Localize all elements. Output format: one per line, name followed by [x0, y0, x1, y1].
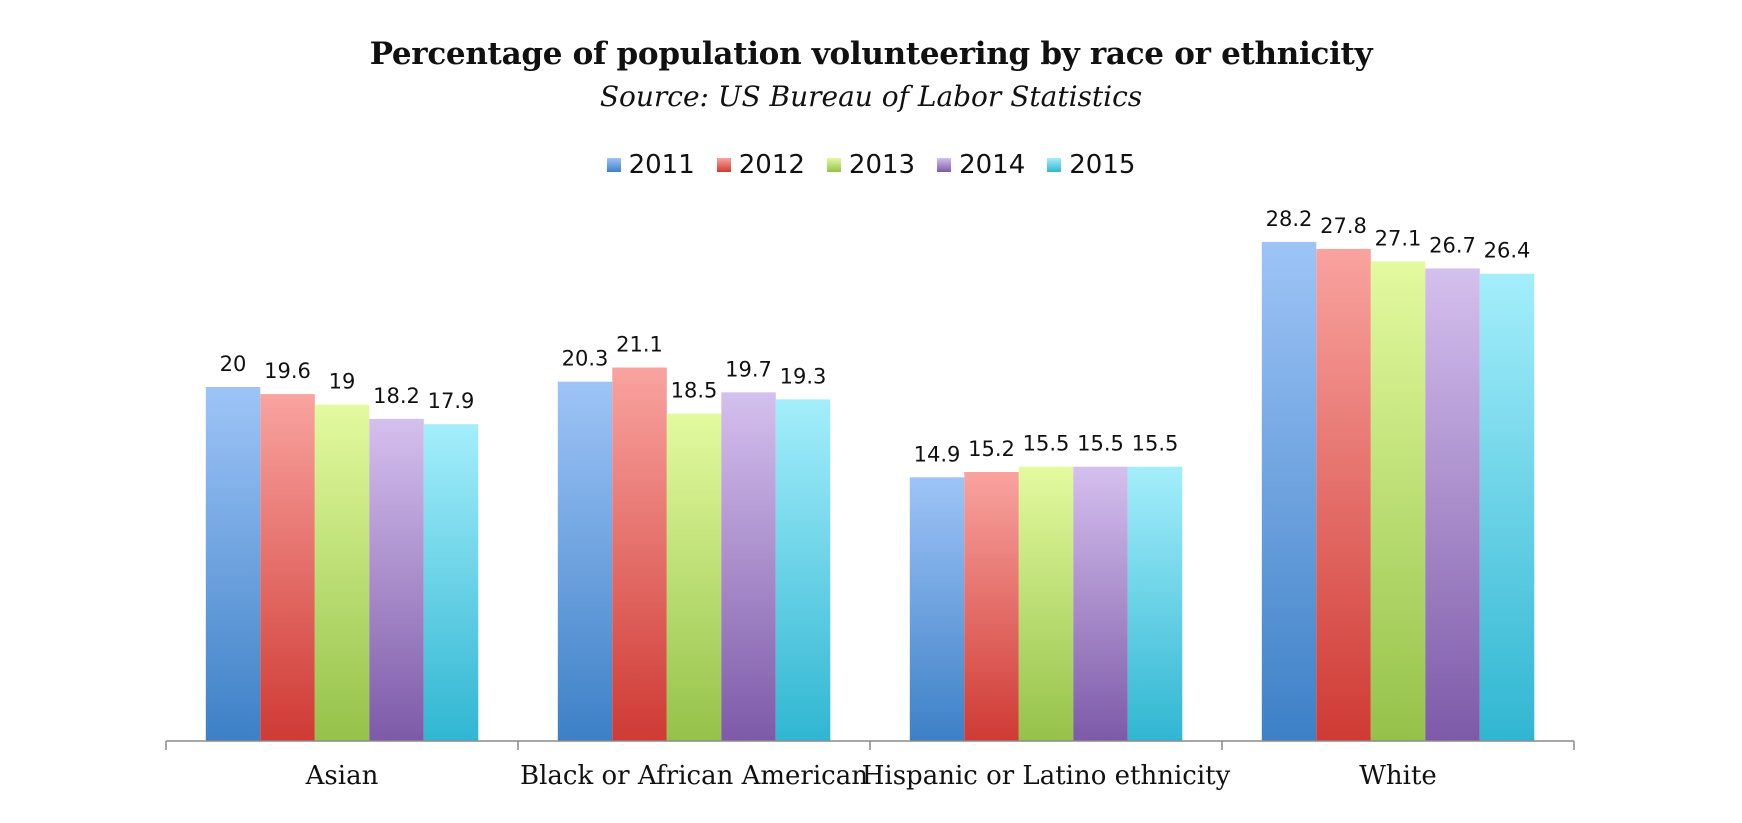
data-label: 20.3 [562, 347, 609, 371]
legend-swatch [937, 158, 952, 172]
data-label: 27.8 [1320, 214, 1367, 238]
legend-swatch [716, 158, 731, 172]
data-label: 18.2 [373, 384, 420, 408]
legend-item-2013: 2013 [826, 150, 916, 180]
legend-label: 2015 [1069, 150, 1136, 180]
chart-title: Percentage of population volunteering by… [369, 36, 1373, 72]
legend-label: 2012 [738, 150, 805, 180]
bar-2013-white [1370, 261, 1426, 741]
chart-subtitle: Source: US Bureau of Labor Statistics [599, 80, 1143, 113]
bar-2012-hispanic-or-latino-ethnicity [964, 472, 1019, 741]
x-tick-label: White [1359, 761, 1437, 791]
data-label: 15.5 [1077, 432, 1124, 456]
bars-group: 20 19.6 19 18.2 17.9 20.3 21.1 18.5 19.7 19.3 14.9… [205, 207, 1535, 741]
data-label: 15.2 [968, 437, 1015, 461]
legend-item-2015: 2015 [1047, 150, 1135, 180]
legend-swatch [1047, 158, 1062, 172]
x-tick-label: Hispanic or Latino ethnicity [862, 761, 1231, 791]
data-label: 15.5 [1132, 432, 1179, 456]
bar-2014-black-or-african-american [721, 392, 776, 741]
bar-2011-asian [205, 387, 261, 741]
bar-2013-black-or-african-american [666, 413, 722, 741]
bar-2012-black-or-african-american [612, 367, 667, 741]
bar-2011-white [1261, 241, 1317, 741]
bar-2014-hispanic-or-latino-ethnicity [1073, 466, 1128, 741]
legend-item-2011: 2011 [606, 150, 695, 180]
x-tick-label: Asian [305, 761, 379, 791]
legend-swatch [606, 158, 621, 172]
legend-label: 2011 [628, 150, 695, 180]
data-label: 26.4 [1484, 239, 1531, 263]
legend-label: 2013 [848, 150, 916, 180]
bar-2014-white [1425, 268, 1480, 741]
bar-2015-hispanic-or-latino-ethnicity [1127, 466, 1183, 741]
legend: 2011 2012 2013 2014 2015 [0, 150, 1742, 180]
data-label: 27.1 [1375, 226, 1422, 250]
data-label: 19.7 [725, 357, 772, 381]
legend-swatch [826, 158, 841, 172]
data-label: 15.5 [1023, 432, 1070, 456]
bar-2013-asian [314, 404, 370, 741]
bar-2011-hispanic-or-latino-ethnicity [909, 477, 965, 741]
data-label: 14.9 [914, 442, 961, 466]
data-label: 17.9 [428, 389, 475, 413]
x-tick-label: Black or African American [520, 761, 868, 791]
data-label: 20 [220, 352, 247, 376]
bar-2015-black-or-african-american [775, 399, 831, 741]
data-label: 28.2 [1266, 207, 1313, 231]
bar-2015-asian [423, 424, 479, 741]
bar-2012-white [1316, 248, 1371, 741]
bar-2013-hispanic-or-latino-ethnicity [1018, 466, 1074, 741]
bar-2011-black-or-african-american [557, 381, 613, 741]
data-label: 19.3 [780, 364, 827, 388]
data-label: 26.7 [1429, 233, 1476, 257]
data-label: 18.5 [671, 379, 718, 403]
legend-item-2014: 2014 [937, 150, 1025, 180]
bar-2015-white [1479, 273, 1535, 741]
bar-2014-asian [369, 418, 424, 741]
data-label: 21.1 [616, 333, 663, 357]
data-label: 19 [329, 370, 356, 394]
bar-2012-asian [260, 394, 315, 741]
legend-item-2012: 2012 [716, 150, 805, 180]
data-label: 19.6 [264, 359, 311, 383]
legend-label: 2014 [959, 150, 1026, 180]
